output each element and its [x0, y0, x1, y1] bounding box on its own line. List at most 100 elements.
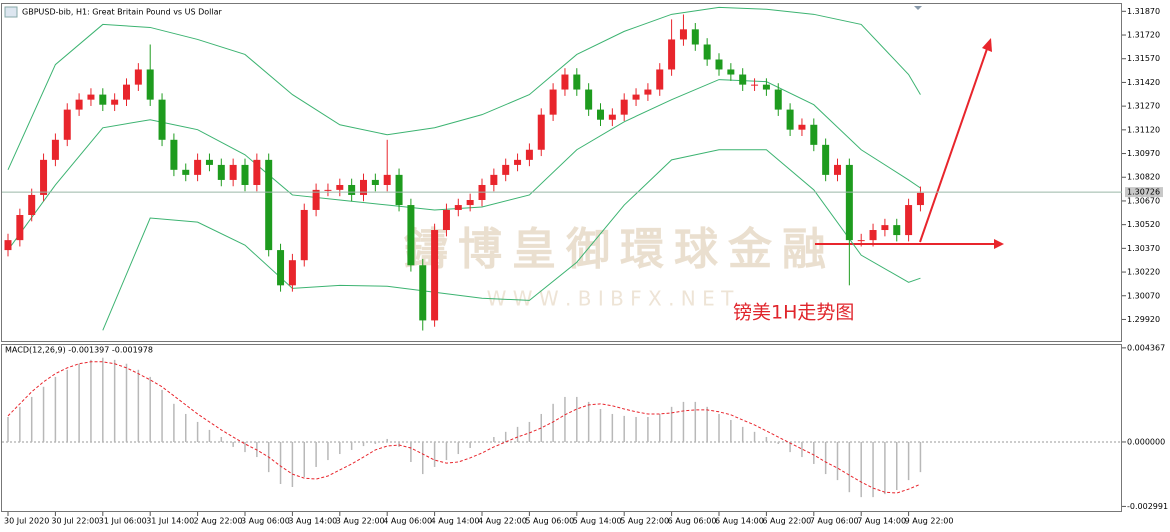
macd-bar: [504, 431, 507, 442]
candle-body: [881, 225, 889, 231]
candle-body: [277, 250, 285, 286]
arrow-up: [919, 45, 989, 243]
candle-body: [419, 265, 427, 321]
candle-body: [502, 164, 510, 175]
macd-bar: [848, 441, 851, 493]
macd-title: MACD(12,26,9) -0.001397 -0.001978: [5, 346, 153, 355]
macd-bar: [78, 363, 80, 442]
candle-body: [893, 225, 901, 236]
y-tick-label: 1.30670: [1127, 196, 1160, 205]
candle-body: [360, 179, 367, 195]
signal-line: [7, 361, 921, 494]
candle-body: [549, 89, 557, 115]
candle-body: [644, 89, 652, 95]
candle-body: [265, 159, 273, 251]
candle-body: [170, 139, 178, 170]
macd-bar: [374, 441, 377, 444]
macd-bar: [587, 401, 590, 442]
y-tick-label: 1.31570: [1127, 54, 1160, 63]
macd-bar: [528, 421, 531, 442]
x-tick-label: 4 Aug 06:00: [383, 517, 432, 526]
macd-bar: [896, 441, 898, 491]
macd-bar: [659, 413, 661, 442]
candle-body: [597, 109, 604, 120]
x-tick-label: 30 Jul 2020: [4, 517, 49, 526]
x-tick-label: 4 Aug 22:00: [478, 517, 527, 526]
candle-body: [537, 114, 545, 150]
macd-bar: [161, 389, 163, 442]
candle-body: [774, 89, 782, 110]
macd-bar: [777, 441, 779, 444]
x-tick-label: 7 Aug 06:00: [810, 517, 859, 526]
candle-body: [51, 139, 59, 160]
macd-bar: [670, 406, 673, 442]
x-tick-label: 31 Jul 14:00: [146, 517, 194, 526]
x-tick-label: 5 Aug 14:00: [573, 517, 622, 526]
y-tick-label: 1.31270: [1127, 102, 1160, 111]
macd-bar: [765, 437, 768, 442]
x-tick-label: 30 Jul 22:00: [51, 517, 99, 526]
macd-bar: [647, 416, 649, 442]
shift-marker: [914, 6, 922, 10]
macd-bar: [824, 441, 827, 475]
candle-body: [205, 159, 213, 165]
macd-bar: [350, 441, 353, 450]
macd-bar: [149, 376, 151, 442]
macd-bar: [362, 441, 365, 447]
chart-title: GBPUSD-bib, H1: Great Britain Pound vs U…: [22, 8, 223, 17]
y-tick-label: 1.31420: [1127, 78, 1160, 87]
macd-bar: [327, 441, 329, 461]
macd-bar: [540, 413, 542, 442]
candle-body: [371, 179, 379, 185]
macd-bar: [599, 408, 602, 442]
y-tick-label: 1.30370: [1127, 244, 1160, 253]
candle-body: [111, 99, 119, 105]
candle-body: [751, 84, 759, 86]
candle-body: [905, 205, 913, 236]
macd-bar: [694, 401, 697, 442]
macd-bar: [730, 419, 732, 442]
macd-bar: [232, 441, 234, 447]
candle-body: [668, 39, 676, 70]
macd-bar: [445, 441, 448, 461]
macd-bar: [173, 403, 175, 442]
macd-bar: [137, 369, 140, 442]
symbol-icon: [4, 6, 18, 18]
macd-bar: [919, 441, 922, 473]
band-lower: [102, 149, 921, 331]
y-tick-label: 1.30820: [1127, 173, 1160, 182]
candle-body: [810, 124, 818, 145]
candle-body: [585, 89, 593, 110]
y-tick-label: 0.000000: [1127, 437, 1165, 446]
macd-bar: [291, 441, 294, 488]
candle-body: [869, 230, 877, 241]
macd-bar: [42, 386, 45, 442]
candle-body: [561, 74, 569, 90]
candle-body: [762, 84, 770, 90]
x-tick-label: 5 Aug 22:00: [620, 517, 669, 526]
macd-bar: [457, 441, 460, 455]
candle-body: [182, 169, 190, 175]
y-tick-label: 1.31120: [1127, 125, 1160, 134]
x-tick-label: 3 Aug 06:00: [241, 517, 290, 526]
x-tick-label: 6 Aug 14:00: [715, 517, 764, 526]
macd-bar: [185, 413, 187, 442]
macd-frame: [1, 344, 1122, 512]
candle-body: [822, 144, 830, 175]
candle-body: [834, 164, 841, 175]
macd-bar: [410, 441, 412, 463]
candle-body: [99, 94, 107, 105]
candle-body: [454, 205, 462, 210]
candle-body: [845, 164, 853, 241]
candle-body: [620, 99, 628, 115]
candle-body: [300, 209, 308, 261]
candle-body: [87, 94, 95, 100]
candle-body: [857, 240, 865, 242]
macd-bar: [279, 441, 282, 484]
x-tick-label: 6 Aug 22:00: [762, 517, 811, 526]
candle-body: [16, 215, 24, 241]
candle-body: [253, 159, 261, 185]
macd-bar: [19, 406, 21, 442]
macd-bar: [208, 429, 211, 442]
